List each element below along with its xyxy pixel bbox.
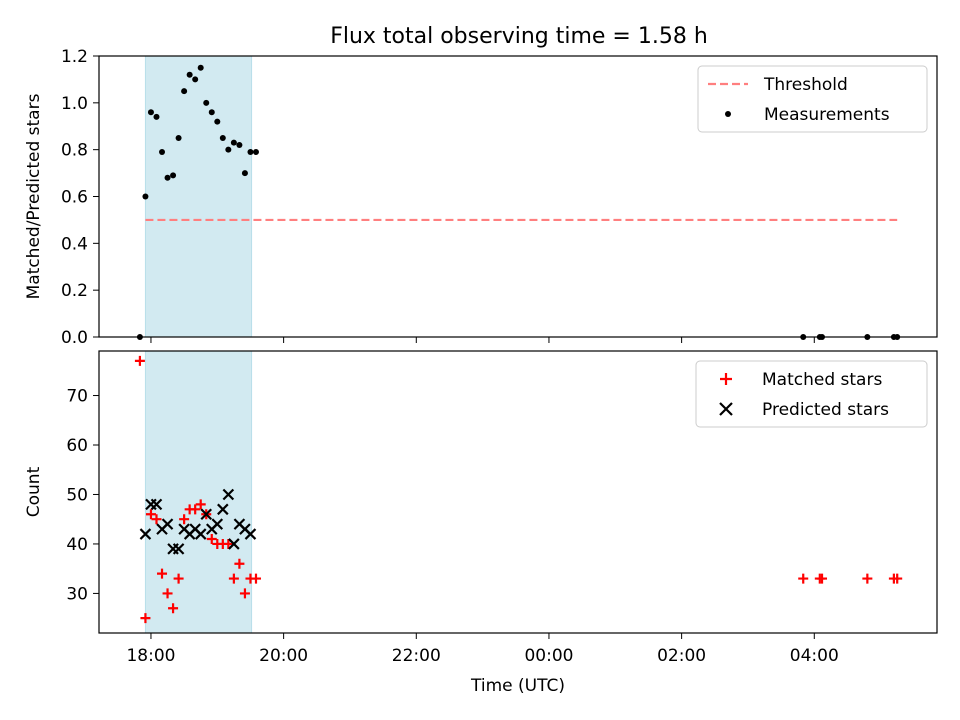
- data-point: [173, 573, 184, 584]
- data-point: [179, 514, 190, 525]
- data-point: [252, 149, 259, 156]
- ratio-subplot: 0.0 0.2 0.4 0.6 0.8 1.0 1.2 Matched/Predicted s…: [24, 47, 938, 348]
- data-point: [798, 573, 809, 584]
- axes-frame: [98, 350, 938, 634]
- x-tick-label: 02:00: [657, 646, 706, 666]
- data-point: [150, 498, 163, 511]
- y-tick-label: 30: [66, 584, 88, 604]
- series-predicted-stars: [139, 488, 257, 555]
- data-point: [250, 573, 261, 584]
- legend: Matched stars Predicted stars: [695, 360, 928, 428]
- x-tick-label: 18:00: [126, 646, 175, 666]
- y-tick-label: 0.2: [61, 281, 88, 301]
- data-point: [145, 509, 156, 520]
- highlight-span: [144, 350, 253, 634]
- legend-label: Predicted stars: [762, 400, 889, 420]
- data-point: [172, 543, 185, 555]
- y-tick-label: 60: [66, 436, 88, 456]
- data-point: [139, 528, 152, 540]
- data-point: [170, 172, 177, 179]
- y-tick-label: 0.4: [61, 234, 88, 254]
- data-point: [214, 118, 221, 125]
- x-axis-label: Time (UTC): [470, 676, 565, 696]
- x-tick-label: 20:00: [259, 646, 308, 666]
- data-point: [159, 149, 166, 156]
- data-point: [228, 538, 240, 550]
- data-point: [241, 170, 248, 177]
- data-point: [142, 193, 149, 200]
- data-point: [236, 141, 243, 148]
- data-point: [219, 134, 226, 141]
- y-tick-label: 1.0: [61, 94, 88, 114]
- x-tick-label: 04:00: [790, 646, 839, 666]
- data-point: [181, 88, 188, 95]
- data-point: [157, 568, 168, 579]
- data-point: [140, 613, 151, 624]
- data-point: [134, 355, 145, 366]
- data-point: [195, 499, 206, 510]
- data-point: [186, 71, 193, 78]
- data-point: [197, 64, 204, 71]
- data-point: [192, 76, 199, 83]
- x-tick-label: 22:00: [392, 646, 441, 666]
- data-point: [817, 573, 828, 584]
- data-point: [228, 573, 239, 584]
- highlight-span: [144, 55, 253, 338]
- y-axis-label: Matched/Predicted stars: [24, 93, 44, 299]
- series-matched-stars: [134, 355, 903, 624]
- data-point: [239, 588, 250, 599]
- data-point: [200, 508, 213, 521]
- x-tick-label: 00:00: [524, 646, 573, 666]
- data-point: [247, 149, 254, 156]
- data-point: [194, 528, 207, 540]
- data-point: [161, 518, 174, 530]
- data-point: [222, 488, 235, 501]
- y-tick-label: 70: [66, 387, 88, 407]
- data-point: [151, 514, 162, 525]
- data-point: [892, 573, 903, 584]
- legend-x-marker: [719, 402, 733, 416]
- legend-dot: [725, 111, 731, 117]
- data-point: [211, 518, 224, 530]
- data-point: [234, 558, 245, 569]
- data-point: [168, 603, 179, 614]
- legend: Threshold Measurements: [697, 65, 928, 133]
- legend-plus-marker: [720, 373, 732, 385]
- data-point: [175, 134, 182, 141]
- y-tick-label: 40: [66, 535, 88, 555]
- data-point: [147, 109, 154, 116]
- data-point: [203, 99, 210, 106]
- legend-label: Measurements: [764, 105, 890, 125]
- data-point: [208, 109, 215, 116]
- y-axis-label: Count: [24, 466, 44, 517]
- data-point: [862, 573, 873, 584]
- data-point: [230, 139, 237, 146]
- y-tick-label: 0.0: [61, 328, 88, 348]
- data-point: [206, 534, 217, 544]
- legend-label: Matched stars: [762, 370, 882, 390]
- y-tick-label: 50: [66, 485, 88, 505]
- data-point: [190, 504, 201, 515]
- count-subplot: 18:00 20:00 22:00 00:00 02:00 04:00 30 40 50 60 70…: [24, 350, 938, 696]
- data-point: [223, 538, 234, 549]
- data-point: [217, 503, 229, 516]
- data-point: [153, 113, 160, 120]
- figure-title: Flux total observing time = 1.58 h: [330, 24, 708, 49]
- y-tick-label: 0.8: [61, 141, 88, 161]
- legend-box: [695, 360, 928, 428]
- data-point: [162, 588, 173, 599]
- legend-box: [697, 65, 928, 133]
- data-point: [225, 146, 232, 153]
- y-tick-label: 1.2: [61, 47, 88, 67]
- data-point: [244, 528, 257, 540]
- y-tick-label: 0.6: [61, 188, 88, 208]
- legend-label: Threshold: [763, 75, 848, 95]
- data-point: [164, 174, 171, 181]
